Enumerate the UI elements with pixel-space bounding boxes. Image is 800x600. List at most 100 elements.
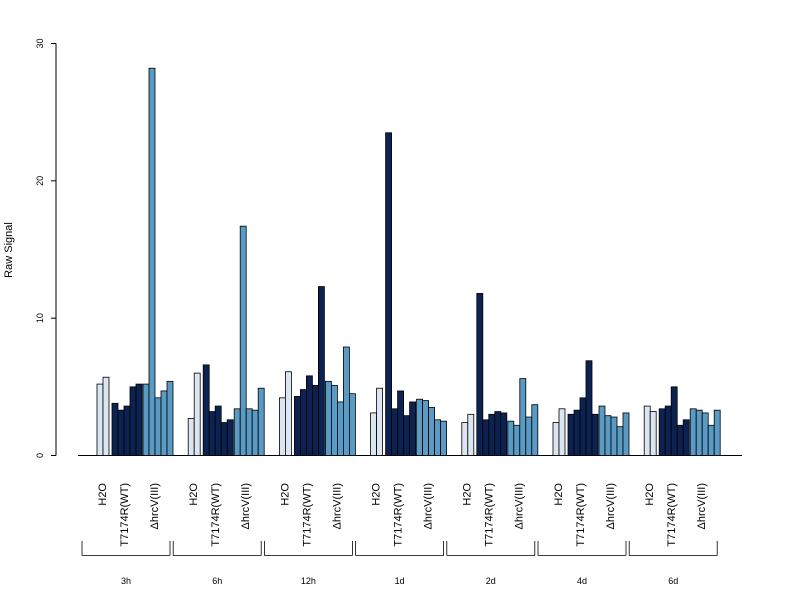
series-category-label: ΔhrcV(III) — [423, 483, 435, 529]
bar — [324, 380, 332, 456]
bar — [494, 411, 502, 456]
bar — [713, 409, 721, 456]
bar — [305, 375, 313, 456]
timepoint-label: 4d — [577, 576, 587, 586]
y-axis-title: Raw Signal — [3, 222, 15, 278]
bar — [579, 397, 587, 456]
bar — [591, 413, 599, 456]
bar — [422, 400, 430, 456]
bar — [123, 405, 131, 456]
bar — [251, 409, 259, 456]
bar — [701, 412, 709, 456]
timepoint-label: 6d — [668, 576, 678, 586]
bar — [317, 286, 325, 456]
bar — [643, 405, 651, 456]
timepoint-label: 2d — [486, 576, 496, 586]
bar — [649, 411, 657, 456]
bar — [428, 407, 436, 456]
bar — [391, 408, 399, 456]
bar — [336, 401, 344, 456]
bar — [507, 420, 515, 456]
bar — [376, 387, 384, 456]
bar — [214, 405, 222, 456]
bar — [616, 426, 624, 456]
bar — [102, 376, 110, 456]
bar — [142, 383, 150, 456]
y-tick-label: 10 — [35, 313, 45, 323]
bar — [552, 422, 560, 456]
bar — [434, 419, 442, 456]
bar — [500, 412, 508, 456]
timepoint-label: 3h — [121, 576, 131, 586]
bar — [622, 412, 630, 456]
series-category-label: T7174R(WT) — [210, 483, 222, 547]
bar — [604, 415, 612, 456]
bar — [220, 422, 228, 456]
series-category-label: ΔhrcV(III) — [696, 483, 708, 529]
timepoint-label: 12h — [301, 576, 316, 586]
bar — [558, 408, 566, 456]
series-category-label: ΔhrcV(III) — [331, 483, 343, 529]
bar — [311, 385, 319, 456]
bar — [245, 408, 253, 456]
bar — [467, 413, 475, 456]
bar — [409, 401, 417, 456]
bar — [403, 415, 411, 456]
bar — [610, 416, 618, 456]
bar — [202, 364, 210, 456]
bar — [160, 390, 168, 456]
series-category-label: T7174R(WT) — [119, 483, 131, 547]
bar — [385, 132, 393, 456]
bar — [676, 424, 684, 456]
bar — [531, 404, 539, 456]
bar — [348, 393, 356, 456]
bar — [299, 389, 307, 456]
bar — [233, 408, 241, 456]
bar — [585, 360, 593, 456]
series-category-label: T7174R(WT) — [575, 483, 587, 547]
series-category-label: H2O — [644, 483, 656, 506]
bar — [397, 390, 405, 456]
bar — [658, 408, 666, 456]
bar — [330, 385, 338, 456]
y-tick-label: 0 — [35, 453, 45, 458]
bar — [135, 383, 143, 456]
series-category-label: H2O — [279, 483, 291, 506]
bar — [573, 409, 581, 456]
series-category-label: T7174R(WT) — [484, 483, 496, 547]
series-category-label: H2O — [371, 483, 383, 506]
series-category-label: T7174R(WT) — [393, 483, 405, 547]
bar — [208, 411, 216, 456]
series-category-label: H2O — [188, 483, 200, 506]
bar — [154, 397, 162, 456]
series-category-label: ΔhrcV(III) — [605, 483, 617, 529]
bar — [482, 419, 490, 456]
bar — [416, 398, 424, 456]
bar — [342, 346, 350, 456]
bar — [461, 422, 469, 456]
bar — [695, 409, 703, 456]
bar — [111, 402, 119, 456]
series-category-label: T7174R(WT) — [666, 483, 678, 547]
bar — [257, 387, 265, 456]
series-category-label: H2O — [553, 483, 565, 506]
series-category-label: T7174R(WT) — [301, 483, 313, 547]
bar — [166, 380, 174, 456]
bar — [284, 371, 292, 456]
bar — [117, 409, 125, 456]
bar — [226, 419, 234, 456]
bar — [278, 397, 286, 456]
bar — [96, 383, 104, 456]
bar — [293, 396, 301, 456]
bar — [682, 419, 690, 456]
bar — [187, 418, 195, 456]
timepoint-label: 1d — [395, 576, 405, 586]
series-category-label: H2O — [97, 483, 109, 506]
bar — [488, 413, 496, 456]
bar — [440, 420, 448, 456]
bar — [476, 293, 484, 456]
bar — [598, 405, 606, 456]
bar — [193, 372, 201, 456]
